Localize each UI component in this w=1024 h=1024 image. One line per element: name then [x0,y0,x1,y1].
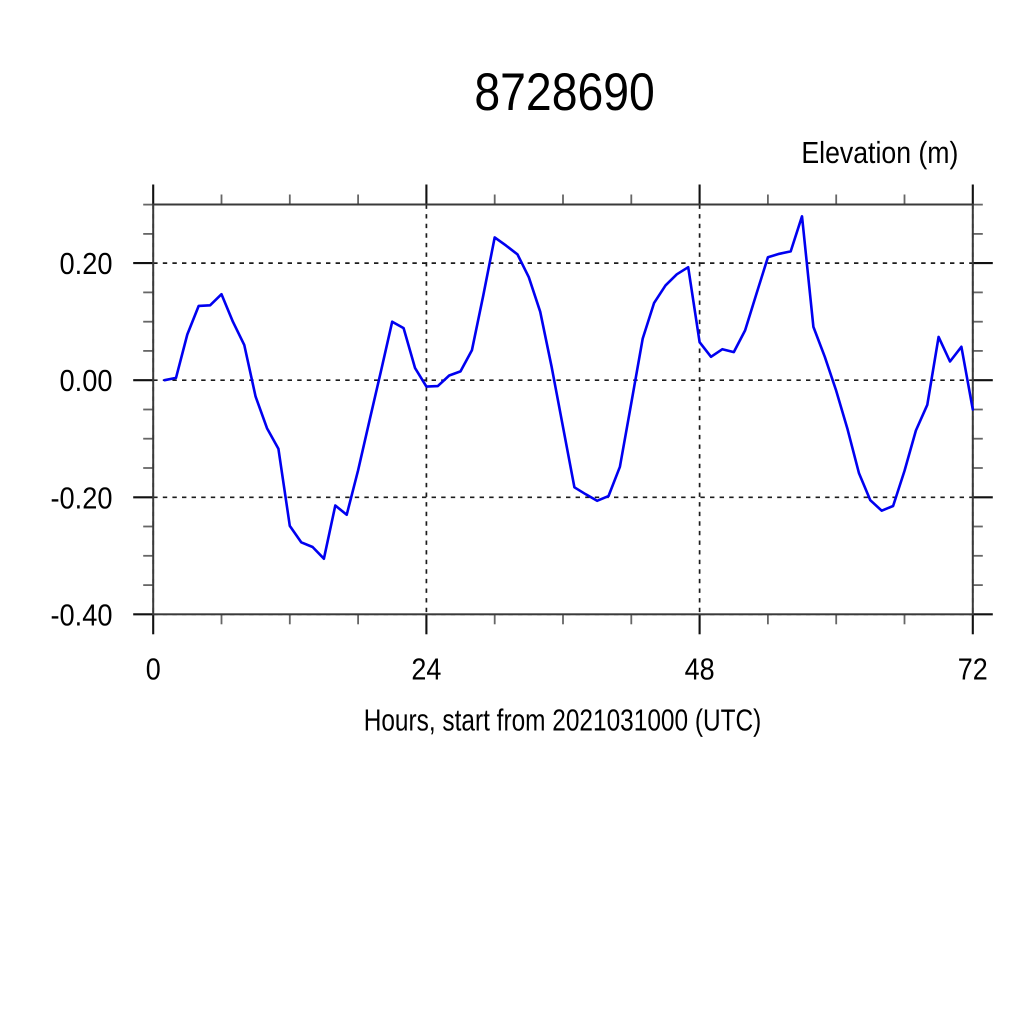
svg-text:-0.40: -0.40 [51,598,113,632]
svg-text:48: 48 [685,653,715,687]
svg-text:24: 24 [411,653,441,687]
svg-text:-0.20: -0.20 [51,481,113,515]
svg-text:8728690: 8728690 [474,63,654,122]
svg-text:0: 0 [146,653,161,687]
svg-text:Hours, start from 2021031000 (: Hours, start from 2021031000 (UTC) [364,703,762,737]
svg-text:72: 72 [958,653,988,687]
svg-text:0.20: 0.20 [60,247,113,281]
svg-text:Elevation (m): Elevation (m) [801,136,958,170]
svg-text:0.00: 0.00 [60,364,113,398]
